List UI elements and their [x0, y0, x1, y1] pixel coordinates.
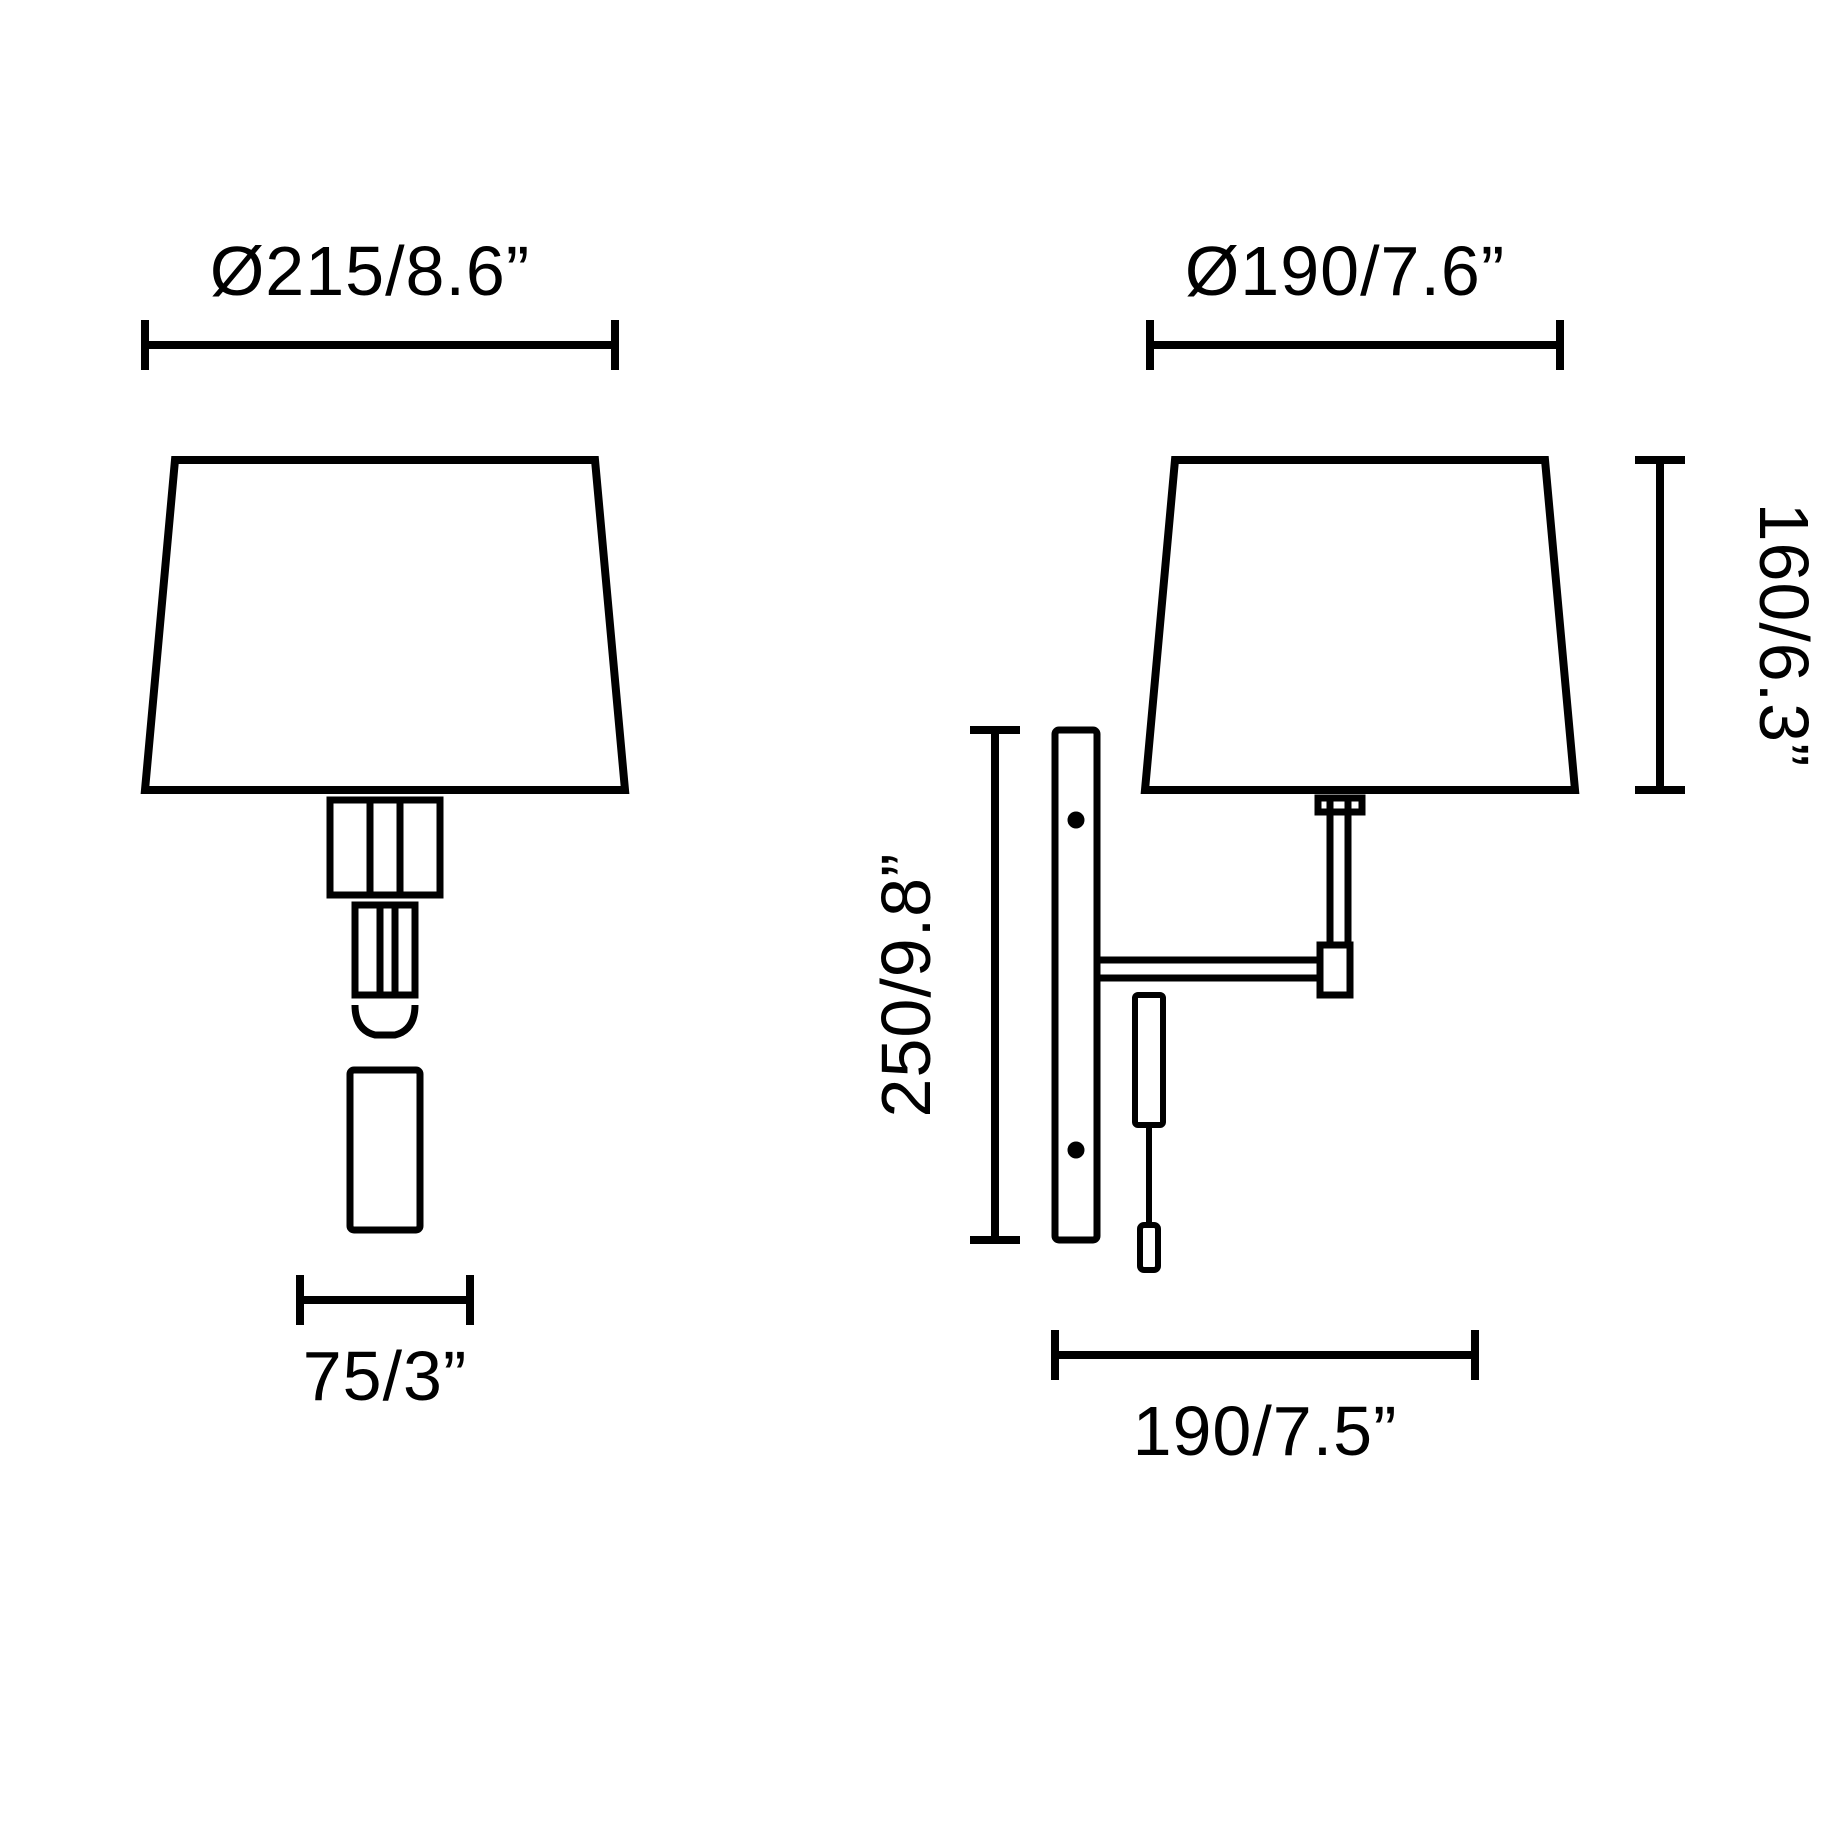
front-view: Ø215/8.6” 75/3”: [145, 232, 625, 1415]
pull-switch: [1135, 995, 1163, 1270]
dim-shade-diameter-front: Ø215/8.6”: [210, 232, 530, 310]
wall-plate: [1055, 730, 1097, 1240]
shade-side: [1145, 460, 1575, 790]
stem-side: [1318, 798, 1362, 945]
side-view: Ø190/7.6” 160/6.3”: [867, 232, 1823, 1470]
dim-shade-diameter-side: Ø190/7.6”: [1185, 232, 1505, 310]
dim-plate-height-side: 250/9.8”: [867, 853, 945, 1118]
dimension-diagram: Ø215/8.6” 75/3” Ø190/7.6: [0, 0, 1842, 1842]
arm-side: [1097, 945, 1350, 995]
socket-front: [330, 800, 440, 1230]
shade-front: [145, 460, 625, 790]
dim-base-width-front: 75/3”: [303, 1337, 468, 1415]
dim-depth-side: 190/7.5”: [1133, 1392, 1398, 1470]
dim-shade-height-side: 160/6.3”: [1745, 503, 1823, 768]
